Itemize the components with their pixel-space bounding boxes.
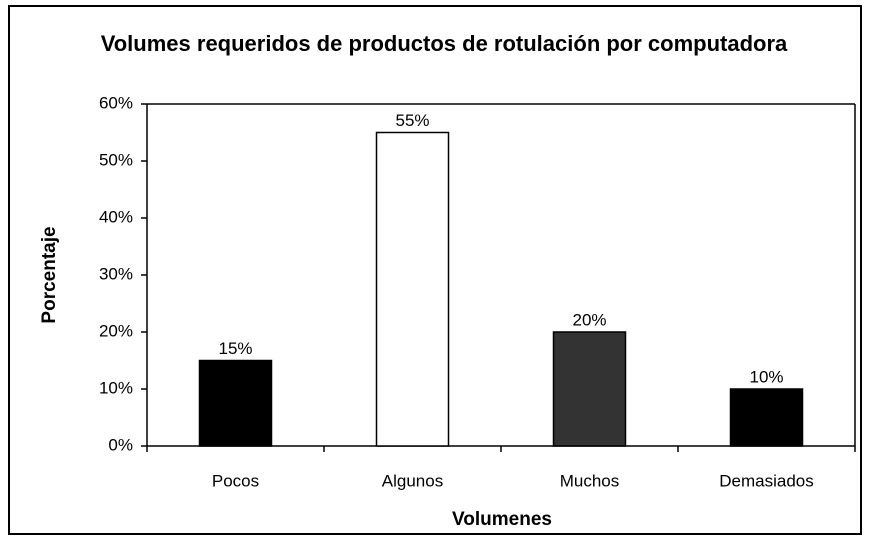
value-label: 10% — [749, 367, 783, 386]
bar — [375, 131, 450, 447]
y-tick-label: 0% — [108, 435, 133, 454]
x-tick-label: Algunos — [382, 471, 443, 490]
y-tick-label: 20% — [99, 321, 133, 340]
bar — [198, 359, 273, 447]
chart-frame — [8, 5, 862, 535]
bar — [552, 331, 627, 447]
value-label: 55% — [395, 111, 429, 130]
y-tick-label: 50% — [99, 150, 133, 169]
y-axis-title: Porcentaje — [39, 226, 60, 323]
y-tick-label: 30% — [99, 264, 133, 283]
bar — [729, 388, 804, 447]
x-tick-label: Demasiados — [719, 471, 814, 490]
y-tick-label: 60% — [99, 93, 133, 112]
y-tick-label: 40% — [99, 207, 133, 226]
value-label: 20% — [572, 310, 606, 329]
y-tick-label: 10% — [99, 378, 133, 397]
x-axis-title: Volumenes — [452, 509, 552, 530]
chart-title: Volumes requeridos de productos de rotul… — [101, 31, 788, 56]
x-tick-label: Pocos — [212, 471, 259, 490]
value-label: 15% — [218, 339, 252, 358]
x-tick-label: Muchos — [560, 471, 620, 490]
